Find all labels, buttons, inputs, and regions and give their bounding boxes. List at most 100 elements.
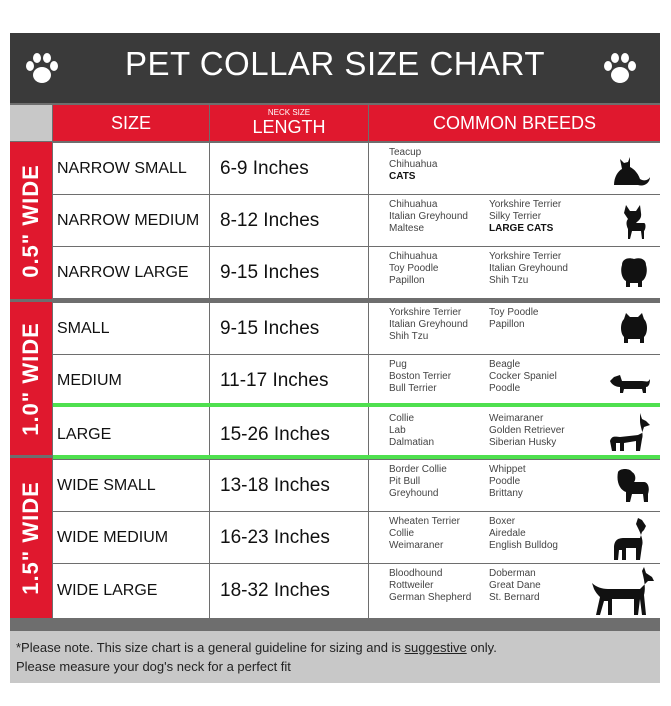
breed-name: Pit Bull <box>389 476 421 487</box>
breeds-list: Weimaraner Golden Retriever Siberian Hus… <box>489 413 565 449</box>
breed-name: Weimaraner <box>489 413 544 424</box>
breeds-cell: Collie Lab Dalmatian Weimaraner Golden R… <box>369 407 660 455</box>
breed-name: Chihuahua <box>389 159 438 170</box>
breed-name: Shih Tzu <box>389 331 429 342</box>
length-value: 8-12 Inches <box>220 210 320 231</box>
width-group-label: 0.5" WIDE <box>18 163 43 278</box>
breed-name: Italian Greyhound <box>389 211 468 222</box>
length-value: 11-17 Inches <box>220 370 329 391</box>
chihuahua-icon <box>624 205 646 239</box>
header-length-caption: NECK SIZE <box>267 108 311 117</box>
breeds-list: Beagle Cocker Spaniel Poodle <box>489 359 557 395</box>
german-shepherd-icon <box>610 413 650 451</box>
table-row: LARGE 15-26 Inches Collie Lab Dalmatian … <box>53 407 660 455</box>
length-value: 18-32 Inches <box>220 580 330 601</box>
width-group-label: 1.5" WIDE <box>18 481 43 595</box>
length-cell: 16-23 Inches <box>210 512 368 563</box>
breed-name: Boston Terrier <box>389 371 452 382</box>
length-cell: 18-32 Inches <box>210 564 368 618</box>
header-breeds: COMMON BREEDS <box>369 105 660 141</box>
paw-print-icon <box>26 53 58 83</box>
table-row: NARROW SMALL 6-9 Inches Teacup Chihuahua… <box>53 143 660 194</box>
note-line2: Please measure your dog's neck for a per… <box>16 659 291 674</box>
breed-name: Golden Retriever <box>489 425 565 436</box>
breed-name: Weimaraner <box>389 540 444 551</box>
disclaimer-text: *Please note. This size chart is a gener… <box>16 638 497 676</box>
size-label: MEDIUM <box>57 372 122 389</box>
small-dog-icon <box>621 258 647 287</box>
breed-name: Maltese <box>389 223 425 234</box>
header-corner <box>10 105 52 141</box>
breed-name: Dalmatian <box>389 437 435 448</box>
breed-name: St. Bernard <box>489 592 540 603</box>
breed-name: Lab <box>389 425 406 436</box>
breed-name: Toy Poodle <box>489 307 539 318</box>
breeds-cell: Chihuahua Toy Poodle Papillon Yorkshire … <box>369 247 660 298</box>
breed-name: Doberman <box>489 568 536 579</box>
header-length-label: LENGTH <box>252 117 326 137</box>
breeds-cell: Yorkshire Terrier Italian Greyhound Shih… <box>369 303 660 354</box>
highlight-line-bottom <box>53 455 660 459</box>
breed-name: Border Collie <box>389 464 447 475</box>
breed-name: English Bulldog <box>489 540 558 551</box>
breed-name: CATS <box>389 171 416 182</box>
breed-name: Collie <box>389 413 415 424</box>
length-cell: 11-17 Inches <box>210 355 368 406</box>
length-cell: 9-15 Inches <box>210 247 368 298</box>
breed-name: Airedale <box>489 528 526 539</box>
size-cell: WIDE LARGE <box>53 564 209 618</box>
breeds-list: Border Collie Pit Bull Greyhound <box>389 464 447 500</box>
size-cell: WIDE MEDIUM <box>53 512 209 563</box>
note-line1-end: only. <box>466 640 497 655</box>
breeds-cell: Border Collie Pit Bull Greyhound Whippet… <box>369 460 660 511</box>
size-label: NARROW MEDIUM <box>57 212 200 229</box>
breed-name: Papillon <box>489 319 525 330</box>
doberman-icon <box>592 567 654 615</box>
breed-name: Yorkshire Terrier <box>389 307 462 318</box>
breeds-list: Whippet Poodle Brittany <box>489 464 526 500</box>
breed-name: Teacup <box>389 147 422 158</box>
breed-name: Silky Terrier <box>489 211 542 222</box>
breed-name: Brittany <box>489 488 523 499</box>
breeds-list: Chihuahua Italian Greyhound Maltese <box>389 199 468 235</box>
width-group-regular: 1.0" WIDE <box>10 302 52 455</box>
breeds-list: Toy Poodle Papillon <box>489 307 538 331</box>
width-group-narrow: 0.5" WIDE <box>10 142 52 299</box>
breed-name: Italian Greyhound <box>489 263 568 274</box>
length-cell: 9-15 Inches <box>210 303 368 354</box>
breed-name: Bloodhound <box>389 568 443 579</box>
size-label: NARROW LARGE <box>57 264 189 281</box>
table-row: NARROW LARGE 9-15 Inches Chihuahua Toy P… <box>53 247 660 298</box>
breed-name: Chihuahua <box>389 251 438 262</box>
bulldog-icon <box>617 469 649 502</box>
length-value: 15-26 Inches <box>220 424 330 445</box>
length-value: 16-23 Inches <box>220 527 330 548</box>
size-label: WIDE SMALL <box>57 477 156 494</box>
chart-title: PET COLLAR SIZE CHART <box>124 45 546 82</box>
breeds-cell: Teacup Chihuahua CATS <box>369 143 660 194</box>
breeds-list: Yorkshire Terrier Italian Greyhound Shih… <box>389 307 468 343</box>
size-cell: WIDE SMALL <box>53 460 209 511</box>
size-label: LARGE <box>57 426 112 443</box>
highlight-line-top <box>53 403 660 407</box>
table-row: WIDE SMALL 13-18 Inches Border Collie Pi… <box>53 460 660 511</box>
header-size: SIZE <box>53 105 209 141</box>
size-cell: NARROW MEDIUM <box>53 195 209 246</box>
length-value: 6-9 Inches <box>220 158 309 179</box>
breeds-cell: Wheaten Terrier Collie Weimaraner Boxer … <box>369 512 660 563</box>
title-bar: PET COLLAR SIZE CHART <box>10 33 660 103</box>
size-chart: PET COLLAR SIZE CHART SIZE NECK SIZE LEN… <box>10 33 660 683</box>
size-cell: LARGE <box>53 407 209 455</box>
size-label: NARROW SMALL <box>57 160 187 177</box>
paw-print-icon <box>604 53 636 83</box>
breed-name: Beagle <box>489 359 521 370</box>
breed-name: Collie <box>389 528 415 539</box>
size-cell: NARROW SMALL <box>53 143 209 194</box>
breed-name: LARGE CATS <box>489 223 554 234</box>
breed-name: Italian Greyhound <box>389 319 468 330</box>
table-row: NARROW MEDIUM 8-12 Inches Chihuahua Ital… <box>53 195 660 246</box>
length-cell: 6-9 Inches <box>210 143 368 194</box>
size-label: WIDE LARGE <box>57 582 158 599</box>
size-label: WIDE MEDIUM <box>57 529 169 546</box>
breed-name: Whippet <box>489 464 526 475</box>
